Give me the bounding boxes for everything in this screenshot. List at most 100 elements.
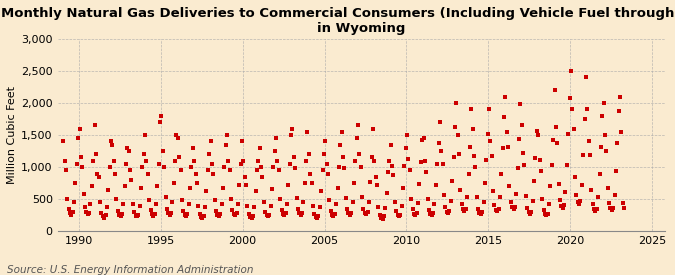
Point — [252, 168, 263, 172]
Point — [301, 158, 312, 163]
Point — [402, 133, 412, 137]
Point — [63, 207, 74, 211]
Point — [559, 203, 570, 208]
Point — [458, 207, 468, 211]
Point — [459, 209, 470, 213]
Point — [100, 213, 111, 217]
Point — [65, 211, 76, 215]
Point — [450, 125, 460, 130]
Point — [483, 107, 494, 112]
Point — [362, 210, 373, 214]
Point — [134, 203, 145, 208]
Point — [225, 197, 236, 201]
Point — [530, 156, 541, 160]
Point — [616, 130, 627, 134]
Point — [571, 193, 582, 197]
Point — [193, 203, 204, 208]
Point — [507, 205, 518, 210]
Point — [564, 96, 575, 100]
Point — [400, 146, 411, 150]
Point — [440, 205, 451, 210]
Point — [103, 187, 113, 192]
Point — [129, 210, 140, 214]
Point — [186, 165, 197, 169]
Point — [244, 212, 254, 216]
Point — [333, 165, 344, 169]
Point — [568, 126, 579, 131]
Point — [572, 200, 583, 204]
Title: Monthly Natural Gas Deliveries to Commercial Consumers (Including Vehicle Fuel t: Monthly Natural Gas Deliveries to Commer… — [1, 7, 675, 35]
Point — [146, 212, 157, 216]
Point — [180, 212, 190, 217]
Point — [324, 198, 335, 203]
Point — [112, 208, 123, 213]
Point — [296, 210, 307, 215]
Point — [538, 208, 549, 212]
Point — [138, 152, 149, 156]
Point — [389, 199, 400, 204]
Point — [437, 162, 448, 166]
Point — [601, 149, 612, 153]
Point — [245, 215, 256, 219]
Point — [388, 173, 399, 178]
Point — [511, 191, 522, 196]
Point — [137, 165, 148, 169]
Point — [178, 208, 189, 213]
Point — [208, 171, 219, 176]
Point — [492, 209, 503, 213]
Point — [373, 205, 384, 209]
Point — [488, 189, 499, 193]
Point — [269, 149, 280, 153]
Point — [422, 197, 433, 202]
Point — [574, 202, 585, 207]
Point — [152, 184, 163, 189]
Point — [196, 215, 207, 219]
Point — [421, 169, 431, 174]
Point — [286, 133, 296, 137]
Point — [443, 211, 454, 216]
Point — [358, 207, 369, 211]
Point — [339, 166, 350, 170]
Point — [238, 158, 249, 163]
Point — [315, 205, 325, 210]
Point — [212, 212, 223, 217]
Point — [551, 125, 562, 129]
Point — [283, 183, 294, 187]
Point — [279, 213, 290, 217]
Point — [399, 164, 410, 169]
Point — [224, 168, 235, 172]
Point — [441, 210, 452, 214]
Point — [539, 212, 550, 216]
Point — [489, 202, 500, 207]
Point — [145, 208, 156, 212]
Point — [432, 162, 443, 166]
Point — [387, 164, 398, 168]
Point — [499, 115, 510, 119]
Point — [308, 203, 319, 208]
Point — [122, 146, 133, 150]
Point — [595, 145, 606, 149]
Point — [351, 136, 362, 141]
Point — [477, 210, 487, 214]
Point — [372, 183, 383, 187]
Point — [241, 183, 252, 187]
Point — [385, 142, 396, 147]
Point — [172, 136, 183, 141]
Point — [423, 208, 434, 212]
Point — [176, 168, 186, 172]
Point — [533, 133, 543, 137]
Point — [375, 212, 385, 217]
Point — [576, 183, 587, 188]
Point — [161, 207, 172, 211]
Point — [232, 201, 243, 206]
Point — [482, 131, 493, 136]
Point — [108, 158, 119, 163]
Point — [615, 94, 626, 99]
Point — [287, 126, 298, 131]
Point — [119, 184, 130, 189]
Point — [84, 211, 95, 215]
Point — [302, 130, 313, 134]
Point — [202, 168, 213, 172]
Point — [475, 212, 486, 216]
Point — [587, 202, 598, 207]
